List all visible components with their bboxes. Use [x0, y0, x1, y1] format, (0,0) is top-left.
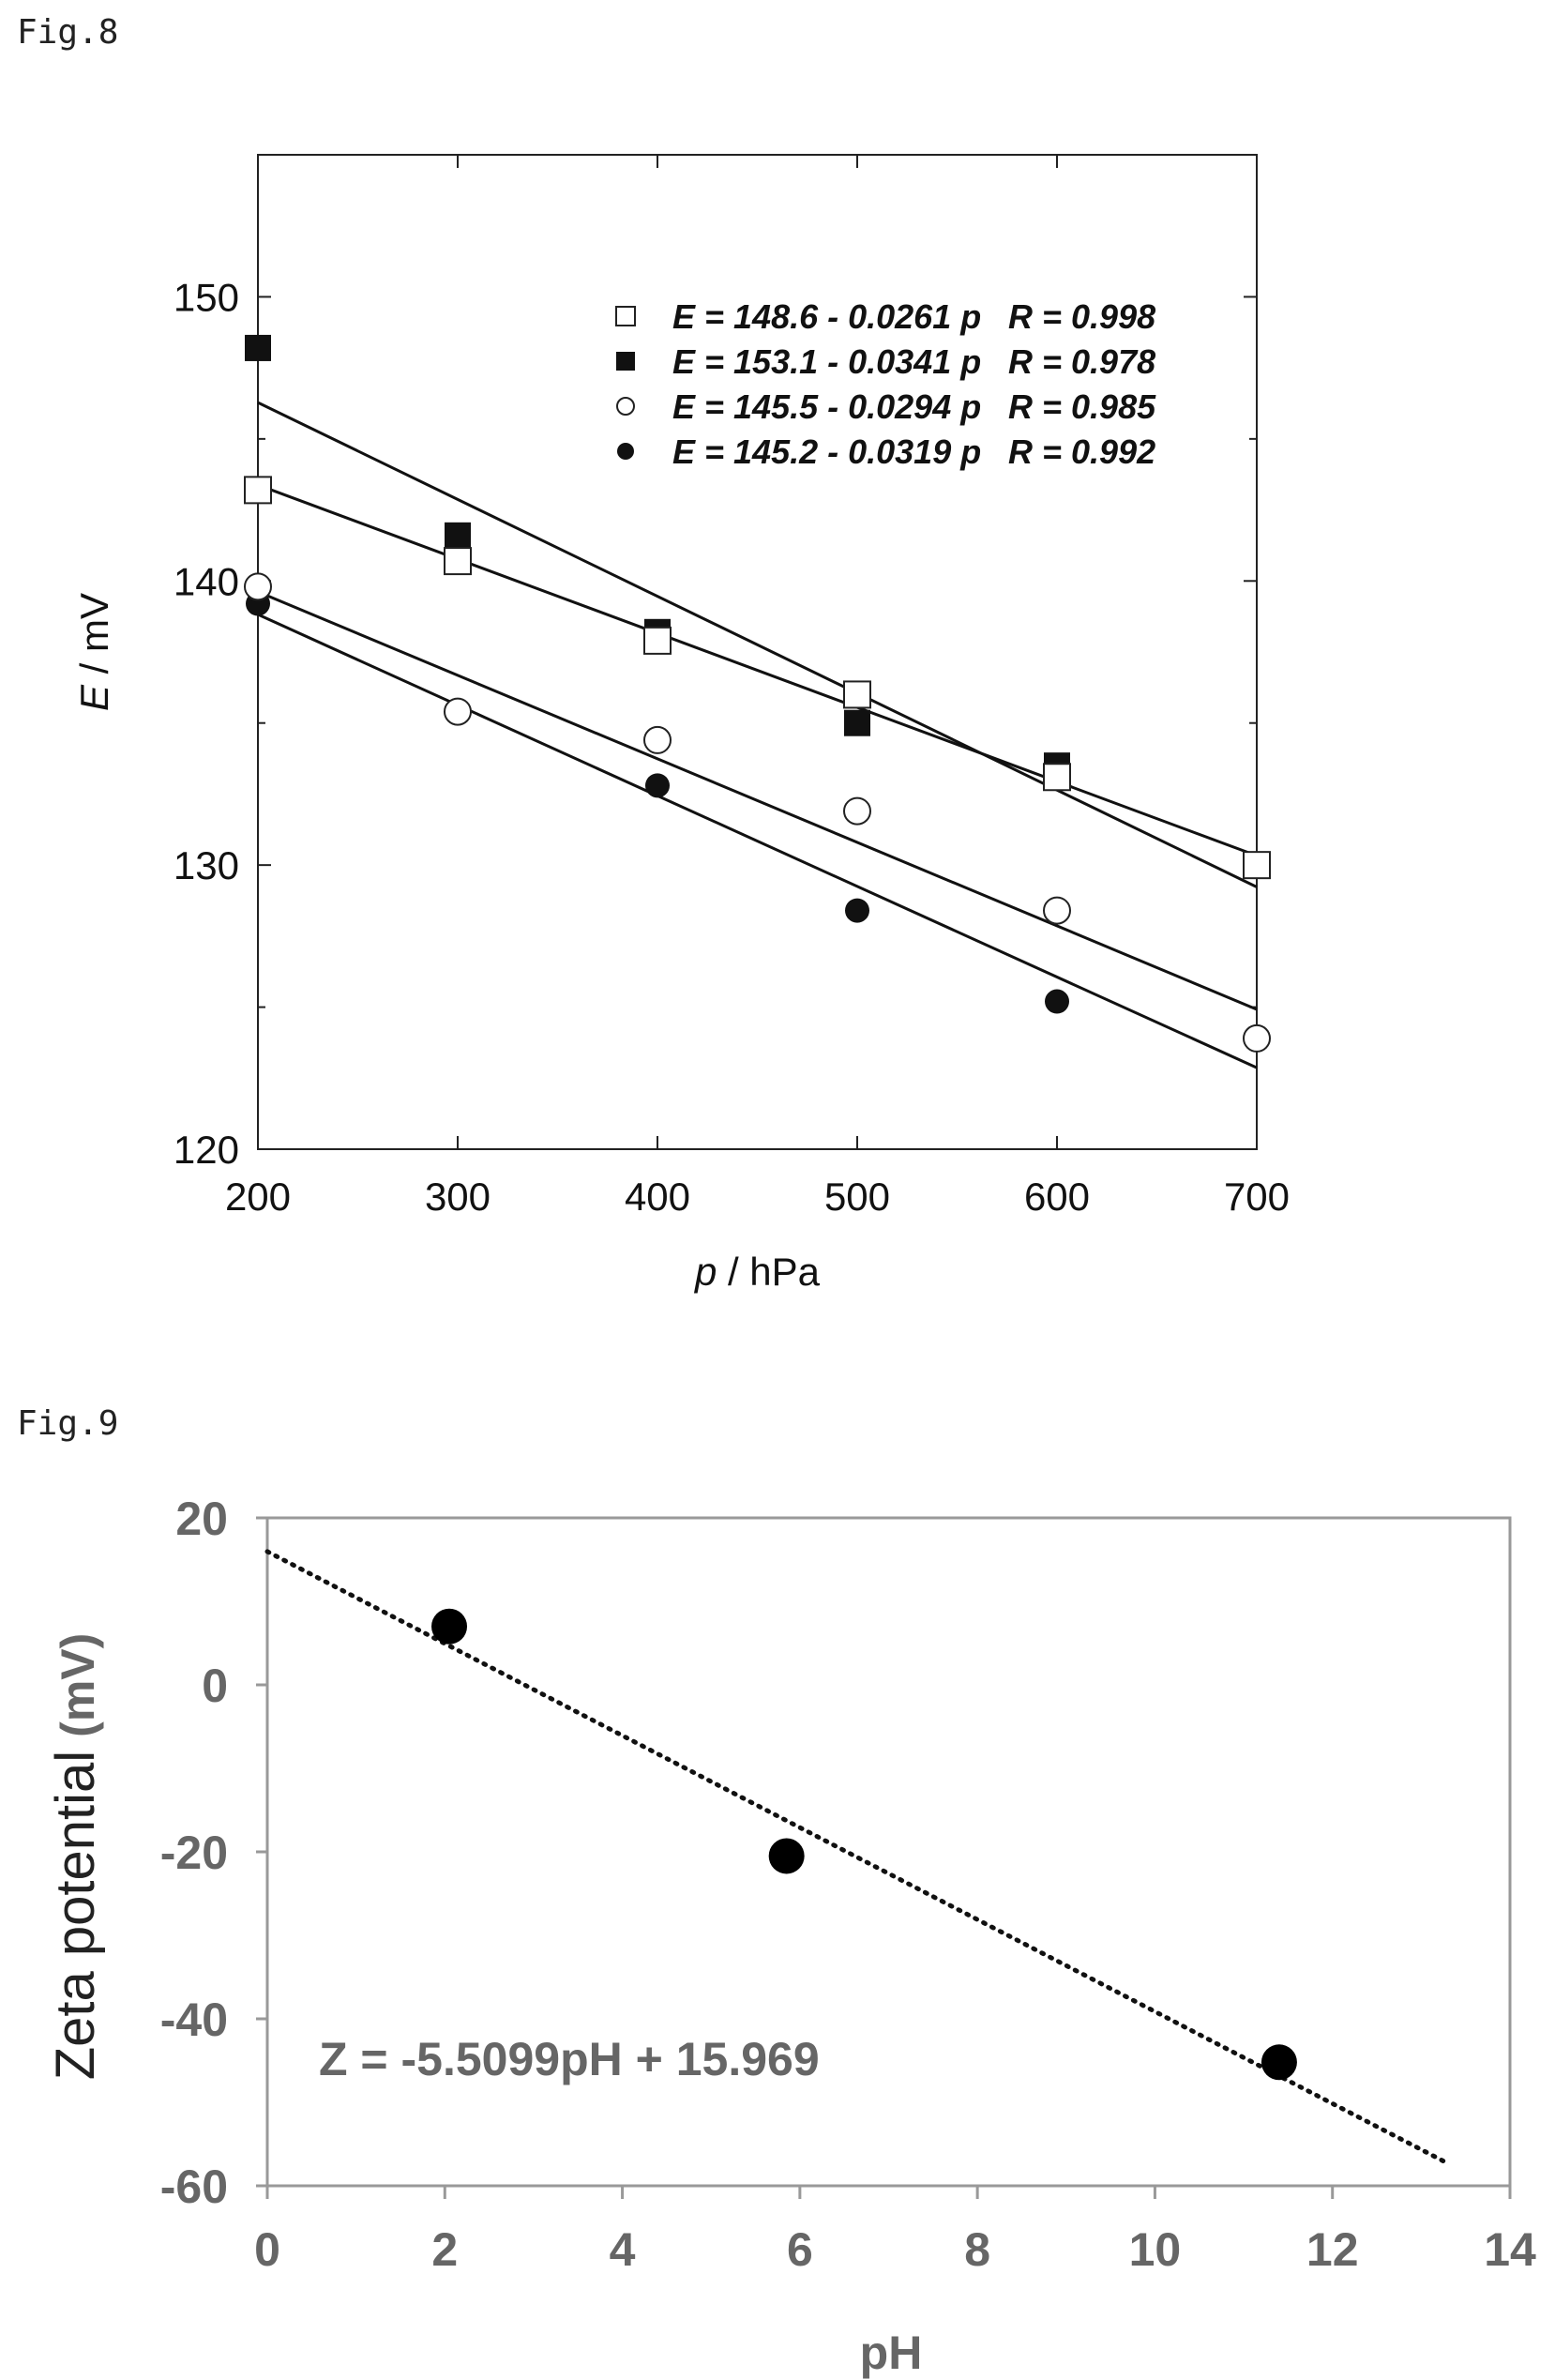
fig9-points [431, 1608, 1297, 2081]
fig8-legend-equation: E = 145.5 - 0.0294 p [672, 387, 981, 426]
fig8-ticks: 200 300 400 500 600 700 120 130 140 150 [174, 154, 1290, 1219]
fig8-point-open-square [1043, 763, 1071, 792]
fig8-plot-frame [257, 154, 1258, 1150]
fig8-x-axis-unit: / hPa [717, 1250, 820, 1294]
fig8-point-filled-circle [645, 773, 670, 798]
fig9-ticks: 0 2 4 6 8 10 12 14 -60 -40 -20 0 20 [160, 1493, 1536, 2276]
fig8-y-axis-var: E [72, 684, 116, 711]
fig8-points [244, 334, 1271, 1053]
fig9-x-tick-label: 8 [964, 2223, 990, 2276]
fig8-y-tick-label: 130 [174, 843, 239, 887]
fig8-fit-line-2 [257, 401, 1258, 888]
fig9-point [768, 1838, 805, 1874]
fig8-x-axis-var: p [693, 1250, 717, 1294]
fig8-point-filled-square [844, 709, 870, 736]
fig8-x-tick-label: 200 [225, 1175, 291, 1219]
fig9-y-tick-label: 0 [202, 1660, 228, 1712]
figure-9-label: Fig.9 [17, 1404, 119, 1443]
fig8-legend-marker-open-square [615, 306, 636, 326]
fig8-legend-equation: E = 153.1 - 0.0341 p [672, 342, 981, 381]
fig8-y-tick-label: 140 [174, 559, 239, 603]
fig9-x-tick-label: 0 [254, 2223, 280, 2276]
fig8-point-filled-circle [1045, 989, 1069, 1014]
fig9-x-tick-label: 6 [787, 2223, 813, 2276]
fig8-legend-marker-filled-square [616, 352, 635, 371]
fig8-point-filled-circle [845, 898, 869, 923]
fig8-legend-equation: E = 145.2 - 0.0319 p [672, 432, 981, 471]
fig8-y-tick-label: 150 [174, 275, 239, 319]
fig9-y-tick-label: 20 [175, 1493, 228, 1545]
fig9-y-tick-label: -20 [160, 1827, 228, 1879]
fig8-fit-lines [257, 401, 1258, 1069]
fig8-legend-equation: E = 148.6 - 0.0261 p [672, 297, 981, 336]
fig8-point-open-circle [843, 796, 871, 826]
fig8-legend-marker-open-circle [616, 397, 635, 416]
fig8-point-open-square [444, 547, 472, 576]
fig8-x-tick-label: 400 [625, 1175, 690, 1219]
fig9-equation-annotation: Z = -5.5099pH + 15.969 [319, 2033, 820, 2085]
fig8-point-filled-square [245, 334, 271, 361]
fig8-legend-r: R = 0.978 [1008, 342, 1155, 381]
fig8-x-tick-label: 500 [824, 1175, 890, 1219]
fig8-legend: E = 148.6 - 0.0261 p R = 0.998 E = 153.1 -… [615, 297, 1156, 471]
fig8-point-open-square [244, 476, 272, 505]
fig8-point-open-square [643, 626, 672, 655]
fig9-x-tick-label: 10 [1129, 2223, 1182, 2276]
fig9-x-tick-label: 14 [1484, 2223, 1536, 2276]
fig9-point [1261, 2044, 1297, 2081]
fig9-x-tick-label: 12 [1306, 2223, 1359, 2276]
fig8-legend-r: R = 0.985 [1008, 387, 1156, 426]
fig8-fit-line-4 [257, 613, 1258, 1069]
fig8-legend-r: R = 0.992 [1008, 432, 1155, 471]
fig9-x-axis-label: pH [860, 2327, 923, 2379]
fig9-y-tick-label: -60 [160, 2160, 228, 2213]
fig9-point [431, 1608, 468, 1645]
fig8-point-open-circle [1043, 896, 1071, 925]
fig8-point-open-square [1243, 851, 1271, 880]
fig8-point-open-circle [1243, 1023, 1271, 1053]
fig8-y-axis-label: E / mV [72, 593, 116, 711]
fig8-x-tick-label: 600 [1024, 1175, 1090, 1219]
fig9-trendline [264, 1549, 1451, 2166]
fig8-x-tick-label: 700 [1224, 1175, 1290, 1219]
fig9-y-axis-unit: (mV) [52, 1633, 104, 1737]
fig8-point-open-circle [244, 572, 272, 601]
fig9-y-axis-title: Zeta potential [45, 1751, 106, 2080]
figure-8-label: Fig.8 [17, 13, 119, 52]
fig8-point-open-circle [444, 697, 472, 726]
fig8-x-axis-label: p / hPa [693, 1250, 821, 1294]
fig9-y-tick-label: -40 [160, 1993, 228, 2046]
fig8-legend-r: R = 0.998 [1008, 297, 1155, 336]
fig8-x-tick-label: 300 [425, 1175, 491, 1219]
fig8-legend-marker-filled-circle [617, 443, 634, 460]
fig8-y-tick-label: 120 [174, 1128, 239, 1172]
fig9-y-axis-label: Zeta potential (mV) [45, 1633, 106, 2081]
fig9-x-tick-label: 4 [610, 2223, 636, 2276]
fig8-fit-line-3 [257, 590, 1258, 1011]
fig9-chart: 0 2 4 6 8 10 12 14 -60 -40 -20 0 20 Z = -5.5099pH + … [45, 1493, 1536, 2379]
fig8-chart: 200 300 400 500 600 700 120 130 140 150 E = 148.6… [72, 154, 1290, 1294]
fig8-point-filled-square [445, 522, 471, 549]
fig9-x-tick-label: 2 [431, 2223, 458, 2276]
fig8-point-open-circle [643, 725, 672, 754]
fig8-point-open-square [843, 680, 871, 709]
fig8-fit-line-1 [257, 483, 1258, 857]
fig8-y-axis-unit: / mV [72, 593, 116, 685]
